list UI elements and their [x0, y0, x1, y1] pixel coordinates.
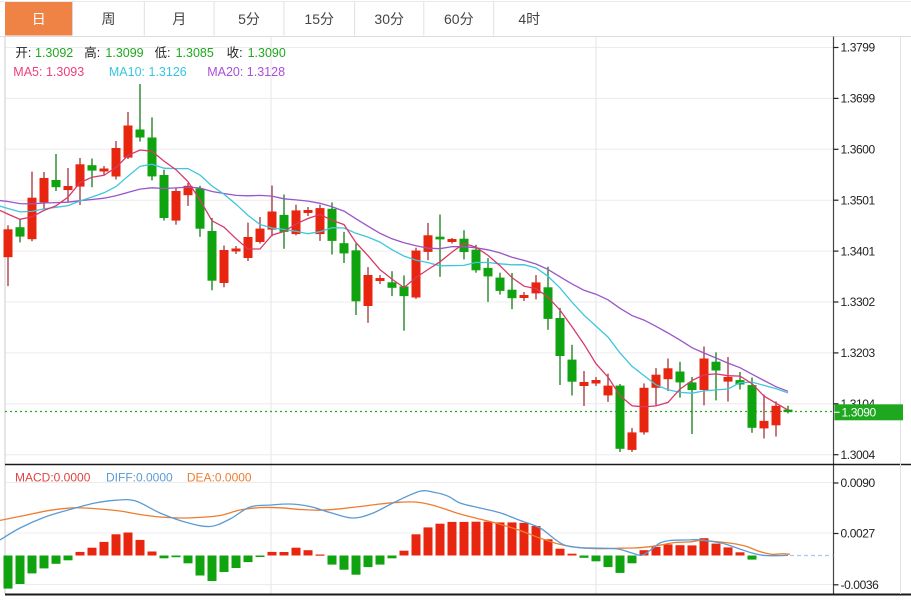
- svg-text:日: 日: [32, 11, 46, 27]
- svg-text:DIFF:0.0000: DIFF:0.0000: [106, 471, 173, 485]
- svg-text:MA20: 1.3128: MA20: 1.3128: [207, 65, 285, 79]
- svg-text:1.3090: 1.3090: [842, 406, 877, 420]
- svg-text:MA5: 1.3093: MA5: 1.3093: [13, 65, 84, 79]
- svg-text:开:: 开:: [15, 46, 31, 60]
- svg-text:15分: 15分: [304, 11, 334, 27]
- svg-text:DEA:0.0000: DEA:0.0000: [187, 471, 252, 485]
- svg-text:1.3085: 1.3085: [176, 46, 214, 60]
- svg-text:-0.0036: -0.0036: [841, 578, 880, 592]
- svg-text:1.3699: 1.3699: [841, 92, 876, 106]
- svg-text:高:: 高:: [84, 45, 100, 60]
- svg-text:1.3203: 1.3203: [841, 346, 876, 360]
- svg-text:1.3099: 1.3099: [105, 46, 143, 60]
- svg-text:月: 月: [172, 11, 186, 27]
- svg-text:0.0027: 0.0027: [841, 527, 876, 541]
- svg-text:1.3401: 1.3401: [841, 244, 876, 258]
- svg-text:1.3090: 1.3090: [248, 46, 286, 60]
- svg-text:4时: 4时: [518, 11, 540, 27]
- svg-text:1.3600: 1.3600: [841, 143, 876, 157]
- svg-text:60分: 60分: [444, 11, 474, 27]
- svg-text:收:: 收:: [227, 46, 243, 60]
- svg-text:周: 周: [102, 11, 116, 27]
- svg-text:1.3501: 1.3501: [841, 193, 876, 207]
- svg-text:1.3092: 1.3092: [35, 46, 73, 60]
- svg-text:低:: 低:: [155, 46, 171, 60]
- svg-text:MA10: 1.3126: MA10: 1.3126: [109, 65, 187, 79]
- svg-text:5分: 5分: [238, 11, 260, 27]
- svg-text:1.3302: 1.3302: [841, 295, 876, 309]
- svg-text:MACD:0.0000: MACD:0.0000: [15, 471, 91, 485]
- svg-text:1.3004: 1.3004: [841, 448, 876, 462]
- svg-text:1.3799: 1.3799: [841, 41, 876, 55]
- svg-text:0.0090: 0.0090: [841, 476, 876, 490]
- svg-text:30分: 30分: [374, 11, 404, 27]
